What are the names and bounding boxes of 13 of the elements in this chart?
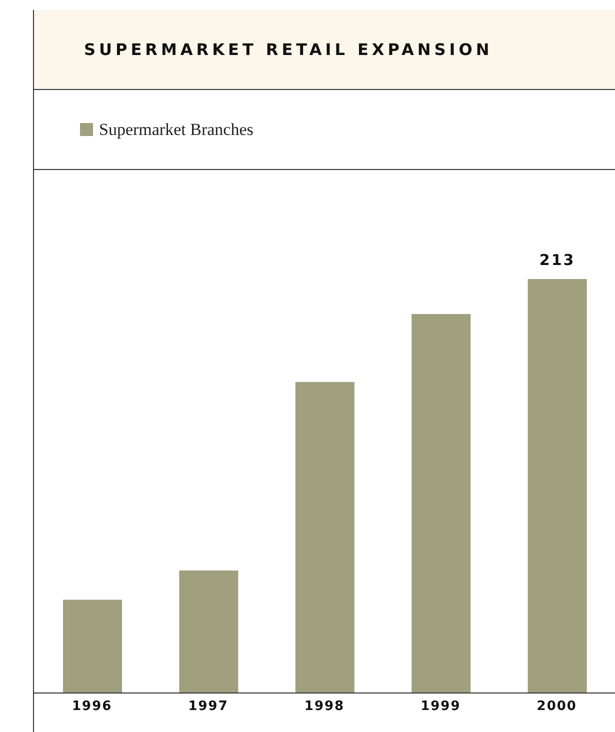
x-tick-label: 1996 [72,699,112,714]
x-tick-label: 2000 [536,699,577,714]
bar [63,600,122,693]
bar [295,382,354,693]
x-tick-label: 1998 [304,699,345,714]
chart-title: SUPERMARKET RETAIL EXPANSION [84,40,493,59]
data-label: 213 [539,251,576,269]
bar [528,279,587,693]
bar [412,314,471,693]
x-tick-label: 1999 [420,699,461,714]
legend-label: Supermarket Branches [99,120,254,140]
bar [179,570,238,693]
x-tick-label: 1997 [188,699,228,714]
